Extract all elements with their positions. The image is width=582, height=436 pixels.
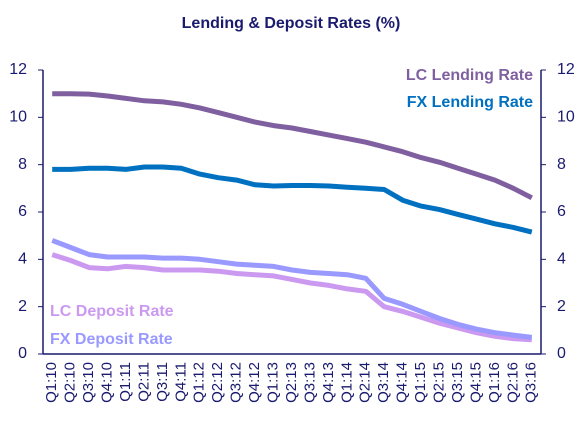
- x-tick-label: Q2:14: [357, 362, 374, 403]
- y2-tick-label: 12: [557, 61, 575, 78]
- y2-tick-label: 8: [557, 156, 566, 173]
- x-tick-label: Q3:15: [449, 362, 466, 403]
- y2-tick-label: 0: [557, 345, 566, 362]
- x-tick-label: Q2:16: [504, 362, 521, 403]
- x-tick-label: Q4:14: [394, 362, 411, 403]
- x-tick-label: Q4:15: [467, 362, 484, 403]
- x-tick-label: Q4:10: [99, 362, 116, 403]
- x-tick-label: Q1:12: [191, 362, 208, 403]
- x-tick-label: Q1:13: [265, 362, 282, 403]
- x-tick-label: Q2:11: [135, 362, 152, 402]
- y-tick-label: 10: [9, 109, 27, 126]
- y2-tick-label: 2: [557, 298, 566, 315]
- series-line: [51, 238, 533, 340]
- y-tick-label: 2: [18, 298, 27, 315]
- x-tick-label: Q3:13: [301, 362, 318, 403]
- series-label: FX Lending Rate: [407, 94, 533, 111]
- x-tick-label: Q3:10: [80, 362, 97, 403]
- y-tick-label: 8: [18, 156, 27, 173]
- x-tick-label: Q4:12: [246, 362, 263, 403]
- x-tick-label: Q4:13: [320, 362, 337, 403]
- x-tick-label: Q1:15: [412, 362, 429, 403]
- x-tick-label: Q3:12: [228, 362, 245, 403]
- x-tick-label: Q2:15: [431, 362, 448, 403]
- y-tick-label: 0: [18, 345, 27, 362]
- x-tick-label: Q4:11: [172, 362, 189, 402]
- x-tick-label: Q1:14: [338, 362, 355, 403]
- series-line: [52, 91, 533, 201]
- y2-tick-label: 10: [557, 109, 575, 126]
- series-line: [51, 252, 532, 343]
- x-tick-label: Q2:10: [62, 362, 79, 403]
- x-tick-label: Q1:16: [486, 362, 503, 403]
- x-tick-label: Q3:16: [523, 362, 540, 403]
- series-label: LC Lending Rate: [406, 67, 533, 84]
- x-tick-label: Q3:11: [154, 362, 171, 402]
- y-tick-label: 4: [18, 251, 27, 268]
- x-tick-label: Q1:11: [117, 362, 134, 402]
- x-tick-label: Q1:10: [43, 362, 60, 403]
- x-tick-label: Q3:14: [375, 362, 392, 403]
- series-label: LC Deposit Rate: [50, 303, 174, 320]
- x-tick-label: Q2:13: [283, 362, 300, 403]
- y2-tick-label: 6: [557, 203, 566, 220]
- x-tick-label: Q2:12: [209, 362, 226, 403]
- y2-tick-label: 4: [557, 251, 566, 268]
- series-label: FX Deposit Rate: [50, 331, 173, 348]
- series-line: [52, 164, 533, 235]
- y-tick-label: 6: [18, 203, 27, 220]
- chart-title: Lending & Deposit Rates (%): [182, 15, 401, 32]
- y-tick-label: 12: [9, 61, 27, 78]
